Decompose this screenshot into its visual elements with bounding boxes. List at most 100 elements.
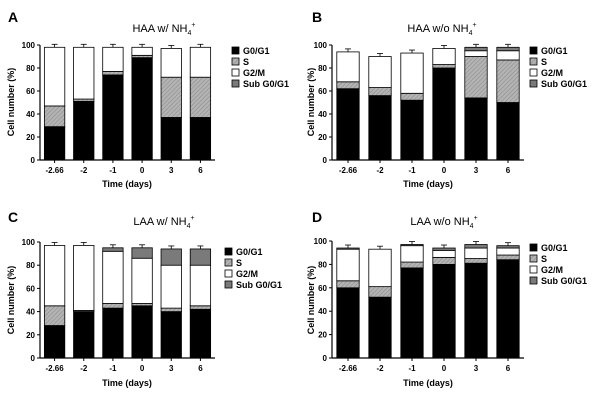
bar-segment-g2-m: [131, 46, 153, 56]
bar-segment-sub-g0-g1: [432, 247, 456, 251]
y-tick-label: 20: [318, 331, 327, 340]
bar-segment-g0-g1: [102, 307, 124, 359]
panel-letter: A: [8, 9, 18, 25]
legend-label: S: [236, 258, 242, 268]
legend-label: Sub G0/G1: [236, 280, 282, 290]
bar-segment-g2-m: [160, 264, 182, 309]
bar-segment-sub-g0-g1: [400, 244, 424, 247]
bar-segment-s: [368, 286, 392, 298]
legend-label: S: [541, 254, 547, 264]
y-tick-label: 60: [318, 284, 327, 293]
x-axis-label: Time (days): [403, 378, 453, 388]
panel-d: D LAA w/o NH4+ -2.66 -2 -1 0 3 6020406080100 …: [306, 209, 587, 388]
bar-segment-s: [43, 305, 66, 326]
bar-segment-g0-g1: [464, 97, 488, 161]
y-tick-label: 100: [22, 41, 36, 50]
bar-segment-sub-g0-g1: [189, 248, 212, 266]
legend-label: G2/M: [243, 68, 265, 78]
x-axis-label: Time (days): [102, 378, 152, 388]
bar-segment-g0-g1: [400, 99, 424, 161]
bar-segment-g0-g1: [432, 67, 456, 161]
bar-segment-s: [43, 105, 66, 128]
y-tick-label: 100: [314, 237, 328, 246]
y-tick-label: 60: [26, 87, 35, 96]
x-tick-label: 0: [442, 364, 447, 373]
bar-segment-g2-m: [368, 248, 392, 288]
bar-segment-s: [102, 71, 124, 76]
bar-segment-g0-g1: [496, 102, 520, 161]
x-tick-label: -2.66: [45, 364, 64, 373]
bar-segment-g2-m: [496, 247, 520, 256]
legend-swatch: [529, 265, 538, 274]
y-tick-label: 100: [22, 238, 36, 247]
y-axis-label: Cell number (%): [6, 68, 16, 137]
bar-segment-sub-g0-g1: [160, 248, 182, 266]
legend-swatch: [224, 269, 233, 278]
legend-label: Sub G0/G1: [541, 79, 587, 89]
y-tick-label: 40: [318, 110, 327, 119]
bar-segment-sub-g0-g1: [102, 247, 124, 252]
bar-segment-g0-g1: [131, 57, 153, 161]
y-axis-label: Cell number (%): [306, 68, 316, 137]
legend-swatch: [231, 79, 240, 88]
legend-swatch: [529, 276, 538, 285]
y-tick-label: 80: [26, 64, 35, 73]
y-tick-label: 40: [26, 110, 35, 119]
legend-label: G0/G1: [541, 46, 568, 56]
y-tick-label: 20: [26, 331, 35, 340]
legend-label: Sub G0/G1: [243, 79, 289, 89]
legend-label: S: [541, 57, 547, 67]
x-tick-label: -2: [376, 166, 384, 175]
bar-segment-sub-g0-g1: [496, 46, 520, 52]
panel-title: LAA w/o NH4+: [410, 215, 477, 230]
bar-segment-s: [464, 258, 488, 264]
y-tick-label: 20: [318, 133, 327, 142]
bar-segment-s: [400, 92, 424, 101]
x-tick-label: 6: [506, 166, 511, 175]
legend-label: G2/M: [541, 265, 563, 275]
x-tick-label: 3: [169, 166, 174, 175]
y-tick-label: 20: [26, 133, 35, 142]
bar-segment-sub-g0-g1: [496, 245, 520, 249]
x-tick-label: 6: [198, 166, 203, 175]
bar-segment-g2-m: [464, 247, 488, 259]
bar-segment-g2-m: [368, 56, 392, 88]
bar-segment-g2-m: [400, 52, 424, 94]
bar-segment-g0-g1: [432, 263, 456, 359]
x-tick-label: 6: [506, 364, 511, 373]
y-tick-label: 60: [26, 284, 35, 293]
x-tick-label: -1: [109, 166, 117, 175]
x-tick-label: -1: [408, 166, 416, 175]
bar-segment-g0-g1: [160, 311, 182, 359]
x-tick-label: 3: [474, 364, 479, 373]
bar-segment-s: [432, 64, 456, 69]
x-tick-label: -1: [109, 364, 117, 373]
x-axis-label: Time (days): [102, 179, 152, 189]
y-tick-label: 80: [26, 261, 35, 270]
legend-swatch: [231, 57, 240, 66]
bar-segment-g0-g1: [189, 308, 212, 359]
bar-segment-g0-g1: [43, 126, 66, 161]
bar-segment-s: [160, 307, 182, 312]
bar-segment-sub-g0-g1: [131, 247, 153, 259]
x-tick-label: -2.66: [339, 166, 358, 175]
y-tick-label: 0: [323, 156, 328, 165]
bar-segment-g0-g1: [189, 117, 212, 161]
legend-swatch: [529, 243, 538, 252]
y-tick-label: 0: [323, 354, 328, 363]
bar-segment-s: [368, 87, 392, 97]
y-tick-label: 100: [314, 41, 328, 50]
bar-segment-s: [160, 76, 182, 118]
panel-letter: B: [312, 9, 322, 25]
legend-label: G0/G1: [236, 247, 263, 257]
x-tick-label: -2: [80, 364, 88, 373]
y-tick-label: 0: [31, 156, 36, 165]
bar-segment-s: [400, 261, 424, 269]
panel-title: HAA w/ NH4+: [132, 22, 195, 37]
bar-segment-g2-m: [43, 46, 66, 107]
legend-swatch: [224, 280, 233, 289]
